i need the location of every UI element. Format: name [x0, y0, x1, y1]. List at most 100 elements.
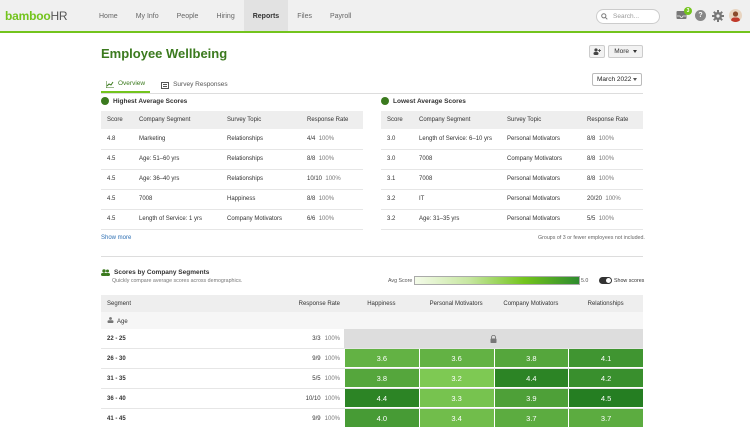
table-row: 36 - 40 10/10 100% 4.4 3.3 3.9 4.5	[101, 389, 643, 409]
response-percent: 100%	[598, 216, 615, 222]
segment-label: 41 - 45	[107, 415, 126, 422]
cell-response-rate: 10/10 100%	[301, 169, 363, 190]
heat-cell[interactable]: 3.3	[418, 389, 494, 408]
heat-cell[interactable]: 4.5	[568, 389, 643, 408]
avg-score-label: Avg Score	[388, 278, 413, 284]
cell-topic: Company Motivators	[221, 209, 301, 230]
heat-cell[interactable]: 3.9	[493, 389, 569, 408]
group-row-age[interactable]: Age	[101, 312, 643, 329]
column-header[interactable]: Company Motivators	[503, 300, 559, 307]
heat-cell[interactable]: 3.8	[493, 349, 569, 368]
heat-cell[interactable]: 3.6	[418, 349, 494, 368]
segments-heatmap-table: Segment Response Rate Happiness Personal Mo…	[101, 295, 643, 427]
response-rate: 10/10 100%	[211, 396, 344, 402]
section-divider	[101, 256, 643, 257]
heat-cell[interactable]: 4.4	[493, 369, 569, 388]
nav-item-people[interactable]: People	[176, 13, 199, 20]
heat-cell[interactable]: 3.8	[344, 369, 419, 388]
heatmap-header-row: Segment Response Rate Happiness Personal Mo…	[101, 295, 643, 312]
bamboohr-logo[interactable]: bambooHR	[5, 9, 68, 23]
cell-response-rate: 8/8 100%	[581, 129, 643, 150]
heat-cell[interactable]: 4.0	[344, 409, 419, 427]
tab-overview[interactable]: Overview	[101, 77, 151, 93]
response-rate: 3/3 100%	[211, 336, 344, 342]
survey-icon	[161, 81, 170, 89]
tab-survey-responses[interactable]: Survey Responses	[156, 77, 233, 93]
cell-topic: Personal Motivators	[501, 209, 581, 230]
column-header[interactable]: Happiness	[367, 300, 396, 307]
heat-cell[interactable]: 4.1	[568, 349, 643, 368]
people-icon	[101, 269, 110, 276]
heat-cell[interactable]: 3.4	[418, 409, 494, 427]
cell-score: 3.0	[381, 149, 413, 170]
cell-segment: Length of Service: 1 yrs	[133, 209, 221, 230]
table-row: 22 - 25 3/3 100%	[101, 329, 643, 349]
response-percent: 100%	[318, 216, 335, 222]
table-row: 3.2 IT Personal Motivators 20/20 100%	[381, 189, 643, 210]
column-header[interactable]: Survey Topic	[221, 111, 301, 129]
nav-item-reports[interactable]: Reports	[243, 0, 289, 31]
column-header[interactable]: Response Rate	[581, 111, 643, 129]
heat-cell[interactable]: 4.4	[344, 389, 419, 408]
response-percent: 100%	[598, 176, 615, 182]
nav-item-my-info[interactable]: My Info	[135, 13, 159, 20]
cell-response-rate: 20/20 100%	[581, 189, 643, 210]
tab-bar: Overview Survey Responses	[101, 77, 239, 93]
page-title: Employee Wellbeing	[101, 46, 228, 61]
column-header[interactable]: Personal Motivators	[429, 300, 483, 307]
group-label: Age	[101, 316, 211, 325]
nav-item-files[interactable]: Files	[297, 13, 312, 20]
cell-segment: Age: 51–60 yrs	[133, 149, 221, 170]
heat-cell[interactable]: 3.7	[568, 409, 643, 427]
show-more-link[interactable]: Show more	[101, 235, 132, 241]
nav-item-payroll[interactable]: Payroll	[329, 13, 352, 20]
groups-note: Groups of 3 or fewer employees not inclu…	[538, 235, 645, 241]
heat-cell[interactable]: 3.6	[344, 349, 419, 368]
cell-score: 4.8	[101, 129, 133, 150]
cell-response-rate: 5/5 100%	[581, 209, 643, 230]
column-header[interactable]: Segment	[107, 300, 132, 307]
response-fraction: 5/5	[312, 375, 321, 382]
response-percent: 100%	[324, 375, 340, 382]
response-fraction: 8/8	[587, 156, 596, 162]
table-row: 3.0 7008 Company Motivators 8/8 100%	[381, 149, 643, 170]
segment-label: 31 - 35	[107, 375, 126, 382]
column-header[interactable]: Score	[101, 111, 133, 129]
group-name: Age	[117, 318, 128, 325]
user-avatar[interactable]	[729, 9, 742, 22]
column-header[interactable]: Response Rate	[298, 300, 340, 307]
response-percent: 100%	[318, 196, 335, 202]
cell-topic: Relationships	[221, 129, 301, 150]
nav-item-hiring[interactable]: Hiring	[216, 13, 235, 20]
column-header[interactable]: Response Rate	[301, 111, 363, 129]
cell-segment: 7008	[413, 149, 501, 170]
search-input[interactable]: Search...	[596, 9, 660, 24]
heat-cell[interactable]: 3.7	[493, 409, 569, 427]
table-row: 4.5 Age: 51–60 yrs Relationships 8/8 100%	[101, 149, 363, 170]
add-user-button[interactable]	[589, 45, 605, 58]
nav-item-home[interactable]: Home	[99, 13, 118, 20]
highest-scores-table: Score Company Segment Survey Topic Response…	[101, 111, 363, 230]
column-header[interactable]: Relationships	[587, 300, 624, 307]
cell-segment: Age: 36–40 yrs	[133, 169, 221, 190]
gear-icon[interactable]	[712, 10, 724, 22]
table-row: 4.5 7008 Happiness 8/8 100%	[101, 189, 363, 210]
show-scores-toggle[interactable]	[599, 277, 612, 284]
response-fraction: 4/4	[307, 135, 316, 142]
column-header[interactable]: Company Segment	[133, 111, 221, 129]
cell-segment: 7008	[133, 189, 221, 210]
cell-segment: Length of Service: 6–10 yrs	[413, 129, 501, 150]
response-percent: 100%	[325, 176, 341, 182]
frown-icon	[381, 97, 389, 105]
response-percent: 100%	[324, 395, 340, 402]
cell-topic: Personal Motivators	[501, 169, 581, 190]
more-button[interactable]: More	[608, 45, 643, 58]
column-header[interactable]: Company Segment	[413, 111, 501, 129]
cell-topic: Personal Motivators	[501, 189, 581, 210]
heat-cell[interactable]: 3.2	[418, 369, 494, 388]
month-select[interactable]: March 2022	[592, 73, 642, 86]
heat-cell[interactable]: 4.2	[568, 369, 643, 388]
column-header[interactable]: Survey Topic	[501, 111, 581, 129]
help-icon[interactable]: ?	[695, 10, 706, 21]
column-header[interactable]: Score	[381, 111, 413, 129]
